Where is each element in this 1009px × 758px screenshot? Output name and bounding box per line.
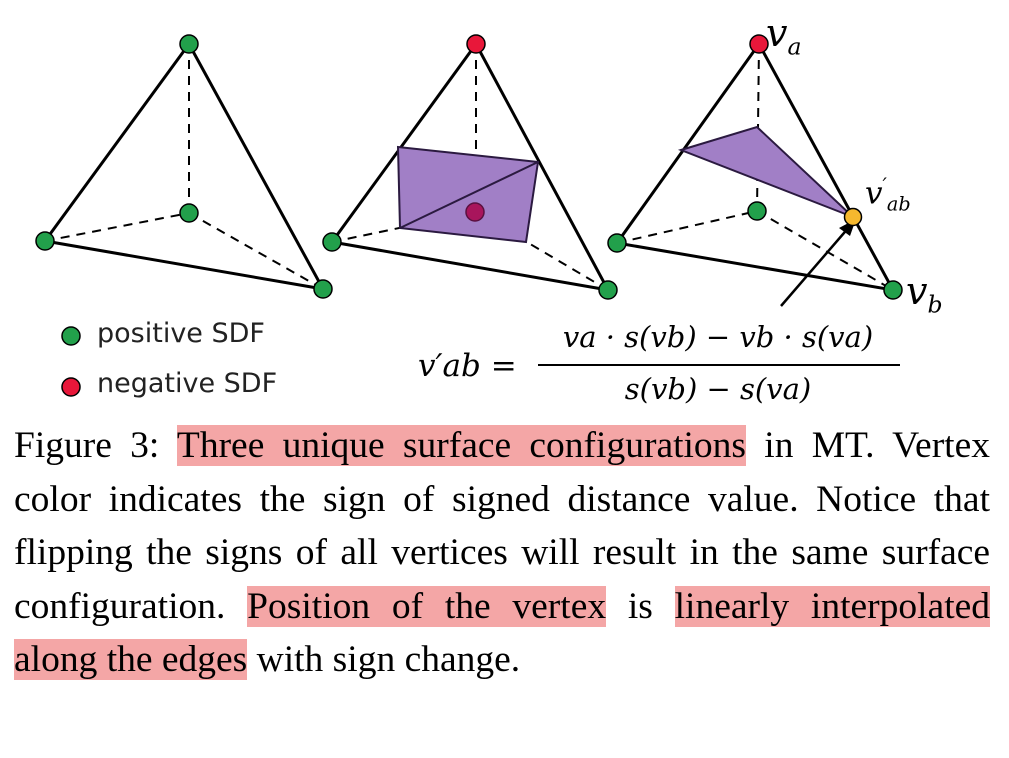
interpolated-vertex: [843, 207, 863, 227]
caption-text-3: with sign change.: [247, 639, 521, 680]
quad-diagonal: [399, 161, 539, 229]
highlight-1: Three unique surface configurations: [176, 425, 747, 466]
vertex-top: [179, 34, 199, 54]
vertex-top: [466, 34, 486, 54]
figure-label: Figure 3:: [14, 425, 160, 466]
legend-positive-marker: [61, 326, 81, 346]
fraction-bar: [538, 364, 900, 366]
vertex-right: [313, 279, 333, 299]
tetrahedron-3: [607, 34, 903, 307]
vertex-back: [179, 203, 199, 223]
legend-negative-marker: [61, 377, 81, 397]
vertex-back: [747, 201, 767, 221]
caption-text-2: is: [606, 585, 675, 627]
legend-negative-label: negative SDF: [97, 368, 278, 399]
caption-text-1: in MT. Vertex color indicates the sign o…: [14, 425, 990, 627]
formula-lhs: v′ab =: [418, 348, 517, 384]
vertex-right: [883, 280, 903, 300]
formula-denominator: s(vb) − s(va): [624, 372, 812, 406]
vertex-top: [749, 34, 769, 54]
label-vb: vb: [906, 269, 943, 319]
legend-positive-label: positive SDF: [97, 318, 265, 349]
label-vab: v′ab: [865, 174, 911, 216]
tetrahedron-2: [322, 34, 618, 300]
highlight-2: Position of the vertex: [247, 585, 607, 627]
formula-numerator: va · s(vb) − vb · s(va): [562, 320, 874, 354]
tetrahedra-figure: [35, 34, 903, 397]
label-va: va: [766, 11, 802, 61]
vertex-left: [35, 231, 55, 251]
interpolation-formula: v′ab = va · s(vb) − vb · s(va) s(vb) − s…: [418, 320, 900, 416]
vertex-left: [607, 233, 627, 253]
vertex-left: [322, 232, 342, 252]
arrow-shaft: [780, 225, 851, 307]
surface-triangle: [677, 125, 854, 218]
vertex-right: [598, 280, 618, 300]
tetrahedron-1: [35, 34, 333, 299]
vertex-back: [465, 202, 485, 222]
figure-caption: Figure 3: Three unique surface configura…: [14, 419, 991, 687]
